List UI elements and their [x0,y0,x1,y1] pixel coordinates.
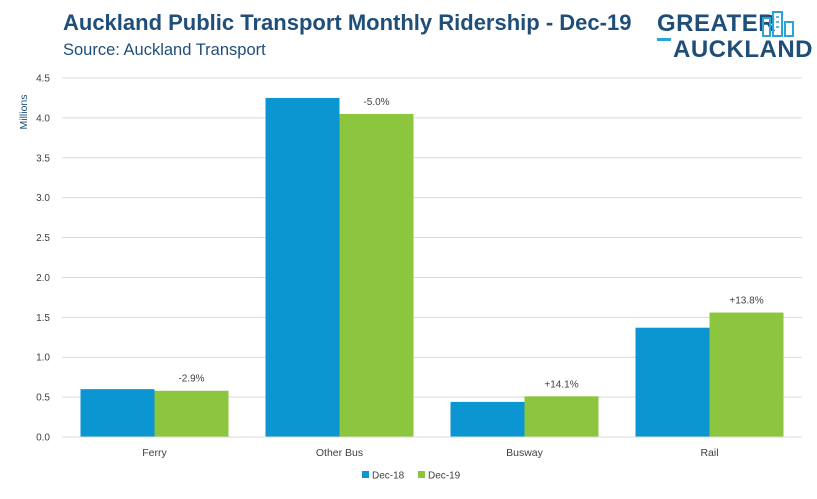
bar-dec-19-busway [524,396,599,437]
bar-dec-19-other-bus [339,113,414,438]
y-tick-label: 1.0 [36,353,50,364]
bar-dec-19-ferry [154,390,229,437]
y-axis-label: Millions [18,94,30,129]
y-tick-label: 3.0 [36,193,50,204]
bar-dec-18-rail [635,327,710,437]
logo-accent-bar [657,38,671,41]
chart-title: Auckland Public Transport Monthly Riders… [63,10,632,35]
data-label: +14.1% [544,379,578,390]
legend-label: Dec-18 [372,471,405,482]
data-label: -2.9% [178,374,204,385]
data-label: +13.8% [729,296,763,307]
y-tick-label: 0.5 [36,393,50,404]
y-tick-label: 4.5 [36,74,50,85]
greater-auckland-logo: GREATER AUCKLAND [655,10,812,63]
bar-dec-18-busway [450,401,525,437]
logo-text-line2: AUCKLAND [673,36,813,63]
y-tick-label: 4.0 [36,113,50,124]
x-tick-label: Other Bus [316,447,363,459]
x-tick-label: Ferry [142,447,167,459]
x-tick-label: Rail [700,447,718,459]
x-tick-label: Busway [506,447,544,459]
logo-text-line1: GREATER [657,10,777,37]
legend-swatch [418,471,425,478]
legend-label: Dec-19 [428,471,461,482]
bar-dec-18-other-bus [265,97,340,437]
legend-swatch [362,471,369,478]
bar-dec-19-rail [709,312,784,437]
y-tick-label: 1.5 [36,313,50,324]
y-tick-label: 2.5 [36,233,50,244]
y-tick-label: 0.0 [36,433,50,444]
data-label: -5.0% [363,97,389,108]
chart-subtitle: Source: Auckland Transport [63,41,266,59]
bar-dec-18-ferry [80,389,155,437]
skyline-icon [762,11,794,37]
y-tick-label: 2.0 [36,273,50,284]
y-tick-label: 3.5 [36,153,50,164]
